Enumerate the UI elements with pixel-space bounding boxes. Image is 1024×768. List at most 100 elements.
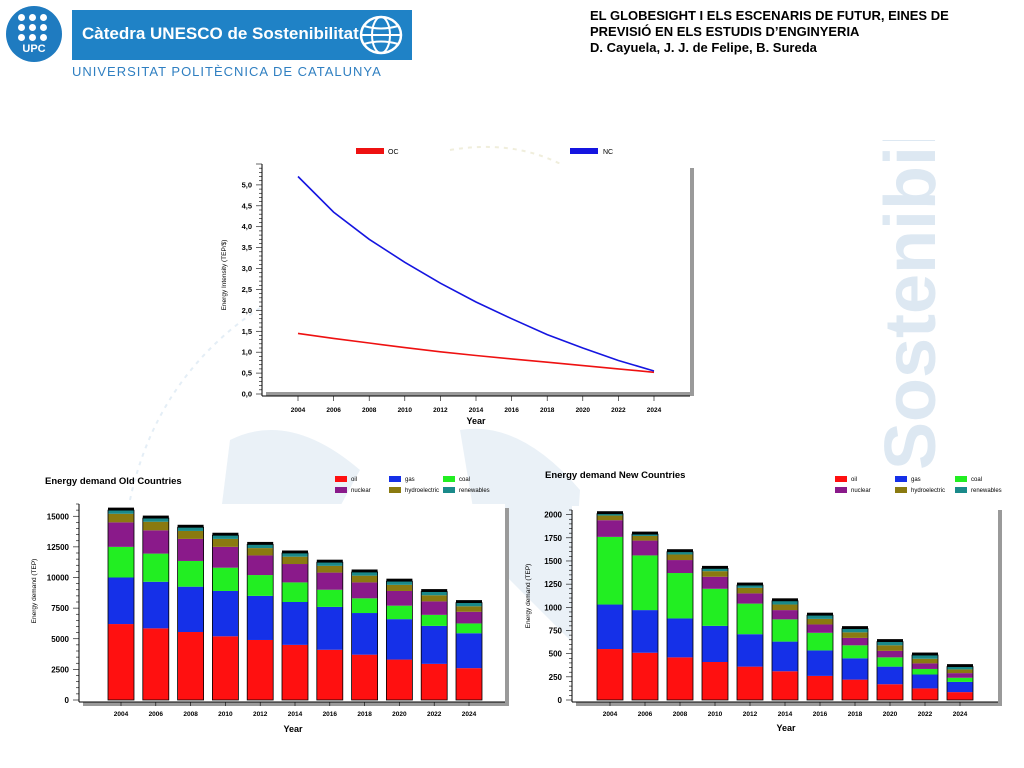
bar-outline	[841, 628, 869, 701]
bar-segment-oil	[421, 663, 448, 700]
bar-2022	[911, 652, 939, 701]
bar-segment-nuclear	[282, 564, 308, 583]
bar-cap	[947, 664, 973, 667]
legend-swatch-nc	[570, 148, 598, 154]
bar-segment-hydroelectric	[807, 618, 833, 625]
legend-swatch-renewables	[443, 487, 455, 493]
bar-segment-renewables	[212, 535, 239, 539]
bar-cap	[177, 524, 204, 528]
bar-segment-renewables	[912, 655, 938, 659]
bar-cap	[667, 549, 693, 552]
bar-segment-nuclear	[702, 576, 728, 589]
x-tick-label: 2012	[253, 711, 268, 718]
x-tick-label: 2006	[638, 711, 653, 718]
watermark-text: Sostenibilitat	[871, 140, 951, 470]
upc-logo: UPC	[6, 6, 62, 62]
bar-segment-coal	[807, 632, 833, 651]
bar-outline	[420, 591, 448, 701]
bar-2006	[631, 531, 659, 701]
series-line-oc	[297, 332, 655, 374]
bar-2018	[351, 569, 379, 701]
chart-title: Energy demand Old Countries	[45, 476, 182, 487]
y-tick-label: 0,5	[242, 369, 252, 378]
bar-segment-hydroelectric	[212, 538, 239, 547]
y-tick-label: 3,0	[242, 264, 252, 273]
plot-area	[262, 164, 690, 392]
bar-2010	[211, 532, 239, 701]
bar-segment-coal	[842, 645, 868, 659]
bar-segment-gas	[351, 613, 378, 655]
bar-segment-gas	[421, 625, 448, 664]
x-tick-label: 2014	[288, 711, 303, 718]
bar-segment-renewables	[386, 581, 413, 585]
bar-cap	[912, 652, 938, 656]
bar-outline	[701, 567, 729, 701]
bar-segment-hydroelectric	[632, 535, 658, 541]
bar-segment-gas	[597, 604, 623, 650]
x-tick-label: 2012	[743, 711, 758, 718]
bar-segment-coal	[177, 560, 204, 587]
bar-2014	[281, 550, 309, 701]
bar-segment-nuclear	[247, 555, 274, 576]
bar-segment-gas	[912, 674, 938, 689]
bar-segment-oil	[386, 659, 413, 700]
banner-title: Càtedra UNESCO de Sostenibilitat	[82, 24, 359, 43]
bar-cap	[421, 589, 448, 592]
page-title: EL GLOBESIGHT I ELS ESCENARIS DE FUTUR, …	[590, 8, 1010, 56]
bar-segment-nuclear	[912, 663, 938, 669]
bar-segment-gas	[772, 641, 798, 672]
x-tick-label: 2014	[778, 711, 793, 718]
legend-swatch-gas	[895, 476, 907, 482]
bar-segment-coal	[702, 588, 728, 626]
bar-segment-gas	[212, 590, 239, 637]
bar-segment-coal	[386, 605, 413, 620]
bar-segment-nuclear	[877, 650, 903, 658]
legend-label-renewables: renewables	[459, 488, 490, 494]
bar-segment-hydroelectric	[912, 658, 938, 664]
bar-segment-renewables	[456, 602, 482, 607]
bar-segment-gas	[282, 602, 308, 645]
bar-segment-oil	[456, 668, 482, 700]
bar-segment-hydroelectric	[108, 513, 134, 523]
x-tick-label: 2018	[848, 711, 863, 718]
energy-intensity-chart: OC NC 0,00,51,01,52,02,53,03,54,04,55,0 …	[221, 148, 694, 426]
bar-segment-nuclear	[807, 624, 833, 633]
bar-segment-nuclear	[632, 540, 658, 556]
line-legend: OC NC	[356, 148, 613, 156]
bar-segment-renewables	[807, 615, 833, 619]
bar-segment-coal	[632, 555, 658, 611]
bar-segment-coal	[247, 575, 274, 596]
x-tick-label: 2004	[114, 711, 129, 718]
x-axis-label: Year	[466, 416, 486, 426]
bar-2006	[142, 515, 170, 701]
bar-segment-hydroelectric	[142, 521, 169, 531]
bar-segment-hydroelectric	[386, 584, 413, 591]
x-tick-label: 2008	[362, 407, 377, 414]
bar-segment-coal	[421, 614, 448, 626]
legend-swatch-oc	[356, 148, 384, 154]
bar-segment-hydroelectric	[247, 548, 274, 556]
new-legend: oil gas coal nuclear hydroelectric renewables	[835, 476, 1002, 494]
bar-segment-gas	[877, 666, 903, 685]
x-tick-label: 2020	[392, 711, 407, 718]
bar-segment-oil	[877, 684, 903, 700]
bar-segment-coal	[282, 582, 308, 602]
chart-title: Energy demand New Countries	[545, 470, 685, 481]
bar-segment-renewables	[351, 571, 378, 576]
bar-segment-hydroelectric	[316, 565, 343, 573]
bar-segment-oil	[212, 636, 239, 700]
bar-segment-oil	[842, 679, 868, 700]
y-tick-label: 7500	[51, 604, 69, 613]
bar-segment-gas	[386, 619, 413, 660]
y-axis: 0 250 500 750 1000 1250 1500 1750 2000	[544, 509, 573, 705]
legend-swatch-oil	[835, 476, 847, 482]
x-tick-label: 2024	[647, 407, 662, 414]
legend-label-nuclear: nuclear	[851, 488, 871, 494]
bar-cap	[456, 600, 482, 603]
bar-outline	[771, 600, 799, 701]
bar-segment-oil	[597, 649, 623, 700]
series-lines	[297, 175, 655, 374]
x-axis: 2004 2006 2008 2010 2012 2014 2016 2018 2020 2022…	[79, 701, 505, 718]
legend-swatch-renewables	[955, 487, 967, 493]
bar-cap	[877, 639, 903, 642]
